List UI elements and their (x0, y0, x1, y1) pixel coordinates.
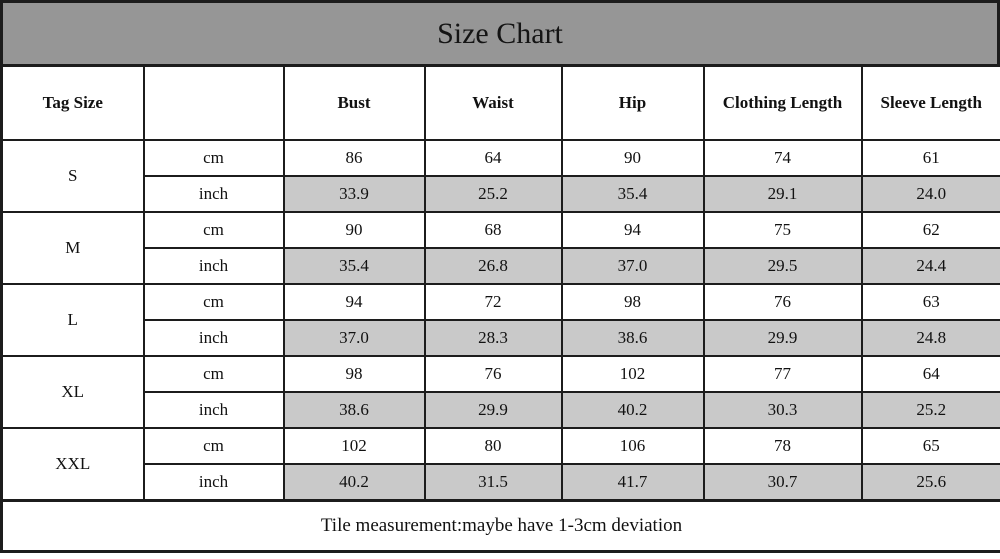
table-row-m-cm: M cm 90 68 94 75 62 (0, 211, 1000, 285)
cell-m-cm-waist: 68 (423, 211, 563, 249)
size-chart-table: Tag Size Bust Waist Hip Clothing Length … (0, 64, 1000, 553)
cell-m-cm-bust: 90 (282, 211, 426, 249)
header-tag-size: Tag Size (0, 64, 145, 141)
cell-xxl-cm-clothing-length: 78 (702, 427, 863, 465)
cell-l-inch-bust: 37.0 (282, 319, 426, 357)
cell-xl-cm-clothing-length: 77 (702, 355, 863, 393)
table-row-s-cm: S cm 86 64 90 74 61 (0, 139, 1000, 213)
cell-l-inch-clothing-length: 29.9 (702, 319, 863, 357)
table-row-l-cm: L cm 94 72 98 76 63 (0, 283, 1000, 357)
cell-s-inch-sleeve-length: 24.0 (860, 175, 1000, 213)
cell-m-cm-hip: 94 (560, 211, 705, 249)
unit-label-inch: inch (142, 175, 285, 213)
table-footer-row: Tile measurement:maybe have 1-3cm deviat… (0, 499, 1000, 553)
cell-xxl-cm-sleeve-length: 65 (860, 427, 1000, 465)
cell-xxl-inch-sleeve-length: 25.6 (860, 463, 1000, 502)
table-row-xl-inch: inch 38.6 29.9 40.2 30.3 25.2 (2, 391, 1000, 429)
size-label-m: M (0, 211, 145, 285)
cell-xl-inch-sleeve-length: 25.2 (860, 391, 1000, 429)
table-row-m-inch: inch 35.4 26.8 37.0 29.5 24.4 (2, 247, 1000, 285)
cell-s-inch-clothing-length: 29.1 (702, 175, 863, 213)
table-row-xxl-cm: XXL cm 102 80 106 78 65 (0, 427, 1000, 502)
cell-l-cm-bust: 94 (282, 283, 426, 321)
table-row-xxl-inch: inch 40.2 31.5 41.7 30.7 25.6 (2, 463, 1000, 502)
page-title: Size Chart (437, 16, 563, 50)
cell-xl-cm-hip: 102 (560, 355, 705, 393)
cell-l-cm-sleeve-length: 63 (860, 283, 1000, 321)
header-bust: Bust (282, 64, 426, 141)
cell-xxl-cm-bust: 102 (282, 427, 426, 465)
cell-s-cm-bust: 86 (282, 139, 426, 177)
cell-l-inch-sleeve-length: 24.8 (860, 319, 1000, 357)
cell-s-inch-hip: 35.4 (560, 175, 705, 213)
header-clothing-length: Clothing Length (702, 64, 863, 141)
cell-xxl-inch-hip: 41.7 (560, 463, 705, 502)
table-row-l-inch: inch 37.0 28.3 38.6 29.9 24.8 (2, 319, 1000, 357)
cell-xl-inch-waist: 29.9 (423, 391, 563, 429)
unit-label-inch: inch (142, 391, 285, 429)
cell-m-inch-bust: 35.4 (282, 247, 426, 285)
cell-s-inch-waist: 25.2 (423, 175, 563, 213)
deviation-note: Tile measurement:maybe have 1-3cm deviat… (0, 499, 1000, 553)
cell-m-cm-clothing-length: 75 (702, 211, 863, 249)
cell-l-inch-hip: 38.6 (560, 319, 705, 357)
cell-xl-cm-bust: 98 (282, 355, 426, 393)
table-row-xl-cm: XL cm 98 76 102 77 64 (0, 355, 1000, 429)
size-label-xl: XL (0, 355, 145, 429)
table-row-s-inch: inch 33.9 25.2 35.4 29.1 24.0 (2, 175, 1000, 213)
unit-label-inch: inch (142, 319, 285, 357)
cell-l-cm-hip: 98 (560, 283, 705, 321)
header-hip: Hip (560, 64, 705, 141)
cell-s-cm-waist: 64 (423, 139, 563, 177)
unit-label-inch: inch (142, 247, 285, 285)
cell-xl-cm-waist: 76 (423, 355, 563, 393)
cell-m-cm-sleeve-length: 62 (860, 211, 1000, 249)
cell-xxl-inch-clothing-length: 30.7 (702, 463, 863, 502)
cell-xxl-inch-waist: 31.5 (423, 463, 563, 502)
unit-label-cm: cm (142, 427, 285, 465)
cell-s-inch-bust: 33.9 (282, 175, 426, 213)
cell-m-inch-clothing-length: 29.5 (702, 247, 863, 285)
cell-l-cm-clothing-length: 76 (702, 283, 863, 321)
header-sleeve-length: Sleeve Length (860, 64, 1000, 141)
cell-m-inch-sleeve-length: 24.4 (860, 247, 1000, 285)
unit-label-cm: cm (142, 139, 285, 177)
title-bar: Size Chart (0, 0, 1000, 64)
cell-xl-inch-hip: 40.2 (560, 391, 705, 429)
unit-label-cm: cm (142, 211, 285, 249)
unit-label-cm: cm (142, 283, 285, 321)
cell-s-cm-clothing-length: 74 (702, 139, 863, 177)
unit-label-cm: cm (142, 355, 285, 393)
header-waist: Waist (423, 64, 563, 141)
cell-xl-cm-sleeve-length: 64 (860, 355, 1000, 393)
cell-s-cm-sleeve-length: 61 (860, 139, 1000, 177)
cell-m-inch-hip: 37.0 (560, 247, 705, 285)
cell-m-inch-waist: 26.8 (423, 247, 563, 285)
cell-xxl-cm-hip: 106 (560, 427, 705, 465)
cell-xl-inch-bust: 38.6 (282, 391, 426, 429)
size-label-l: L (0, 283, 145, 357)
unit-label-inch: inch (142, 463, 285, 502)
header-unit-empty (142, 64, 285, 141)
table-header-row: Tag Size Bust Waist Hip Clothing Length … (0, 64, 1000, 141)
cell-xl-inch-clothing-length: 30.3 (702, 391, 863, 429)
cell-xxl-cm-waist: 80 (423, 427, 563, 465)
size-label-s: S (0, 139, 145, 213)
cell-xxl-inch-bust: 40.2 (282, 463, 426, 502)
size-label-xxl: XXL (0, 427, 145, 502)
cell-l-cm-waist: 72 (423, 283, 563, 321)
cell-s-cm-hip: 90 (560, 139, 705, 177)
cell-l-inch-waist: 28.3 (423, 319, 563, 357)
